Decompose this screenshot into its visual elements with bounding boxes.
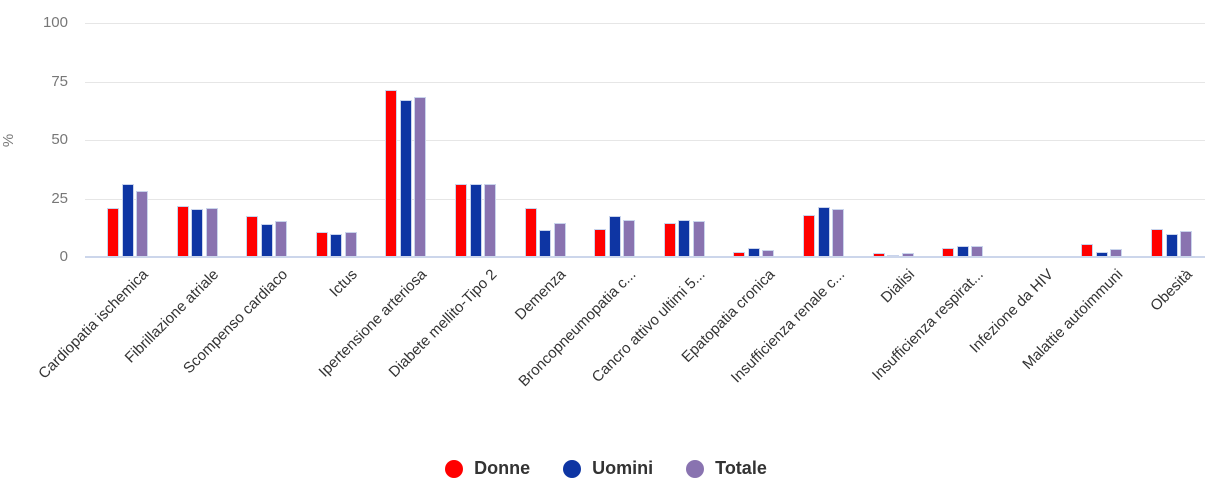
- gridline: [85, 198, 1205, 200]
- legend-marker-icon: [563, 459, 582, 478]
- bar-donne-15[interactable]: [1151, 229, 1163, 257]
- y-tick-label: 50: [51, 131, 68, 148]
- bar-totale-3[interactable]: [345, 232, 357, 257]
- bar-donne-7[interactable]: [594, 229, 606, 257]
- bar-donne-11[interactable]: [873, 253, 885, 257]
- bar-totale-6[interactable]: [554, 223, 566, 257]
- bar-donne-10[interactable]: [803, 215, 815, 257]
- bar-uomini-8[interactable]: [678, 220, 690, 257]
- bar-uomini-1[interactable]: [191, 209, 203, 257]
- x-category-label: Broncopneumopatia c...: [515, 266, 640, 391]
- bar-uomini-9[interactable]: [748, 248, 760, 257]
- legend-label: Uomini: [592, 458, 654, 478]
- bar-uomini-0[interactable]: [122, 184, 134, 257]
- y-axis-title: %: [0, 133, 18, 148]
- bar-uomini-12[interactable]: [957, 246, 969, 257]
- bar-totale-8[interactable]: [693, 221, 705, 257]
- legend-item-uomini[interactable]: Uomini: [563, 458, 653, 479]
- gridline: [85, 81, 1205, 83]
- bar-uomini-10[interactable]: [818, 207, 830, 257]
- x-category-label: Ictus: [326, 266, 361, 301]
- bar-donne-3[interactable]: [316, 232, 328, 257]
- bar-donne-1[interactable]: [177, 206, 189, 257]
- y-tick-label: 75: [51, 72, 68, 90]
- bar-donne-4[interactable]: [385, 90, 397, 257]
- bar-uomini-14[interactable]: [1096, 252, 1108, 257]
- x-axis-line: [85, 256, 1205, 258]
- bar-uomini-15[interactable]: [1166, 234, 1178, 257]
- x-category-label: Insufficienza renale c...: [727, 266, 849, 387]
- bar-totale-4[interactable]: [414, 97, 426, 257]
- bar-donne-12[interactable]: [942, 248, 954, 257]
- bar-donne-14[interactable]: [1081, 244, 1093, 257]
- bar-donne-8[interactable]: [664, 223, 676, 257]
- bar-totale-5[interactable]: [484, 184, 496, 257]
- x-category-label: Dialisi: [877, 266, 918, 307]
- legend-label: Donne: [474, 458, 531, 478]
- x-category-label: Cancro attivo ultimi 5...: [588, 266, 709, 386]
- bar-totale-15[interactable]: [1180, 231, 1192, 257]
- legend-label: Totale: [715, 458, 767, 478]
- bar-uomini-3[interactable]: [330, 234, 342, 257]
- bar-uomini-2[interactable]: [261, 224, 273, 257]
- bar-donne-9[interactable]: [733, 252, 745, 257]
- bar-uomini-5[interactable]: [470, 184, 482, 257]
- x-category-label: Demenza: [512, 266, 570, 324]
- bar-totale-7[interactable]: [623, 220, 635, 257]
- x-category-label: Obesità: [1147, 266, 1197, 315]
- bar-uomini-4[interactable]: [400, 100, 412, 257]
- bar-donne-5[interactable]: [455, 184, 467, 257]
- bar-donne-6[interactable]: [525, 208, 537, 257]
- bar-totale-14[interactable]: [1110, 249, 1122, 257]
- bar-uomini-6[interactable]: [539, 230, 551, 257]
- bar-totale-9[interactable]: [762, 250, 774, 257]
- y-tick-label: 25: [51, 189, 68, 207]
- bar-totale-10[interactable]: [832, 209, 844, 257]
- bar-totale-0[interactable]: [136, 191, 148, 257]
- bar-totale-1[interactable]: [206, 208, 218, 257]
- y-tick-label: 0: [59, 248, 68, 265]
- legend-marker-icon: [686, 459, 705, 478]
- bar-totale-12[interactable]: [971, 246, 983, 257]
- gridline: [85, 23, 1205, 24]
- bar-donne-2[interactable]: [246, 216, 258, 257]
- gridline: [85, 140, 1205, 141]
- legend-marker-icon: [445, 459, 464, 478]
- bar-totale-11[interactable]: [902, 253, 914, 257]
- bar-uomini-7[interactable]: [609, 216, 621, 257]
- bar-donne-0[interactable]: [107, 208, 119, 257]
- legend-item-donne[interactable]: Donne: [445, 458, 530, 479]
- legend: Donne Uomini Totale: [0, 458, 1212, 479]
- legend-item-totale[interactable]: Totale: [686, 458, 767, 479]
- bar-totale-2[interactable]: [275, 221, 287, 257]
- y-tick-label: 100: [42, 14, 68, 31]
